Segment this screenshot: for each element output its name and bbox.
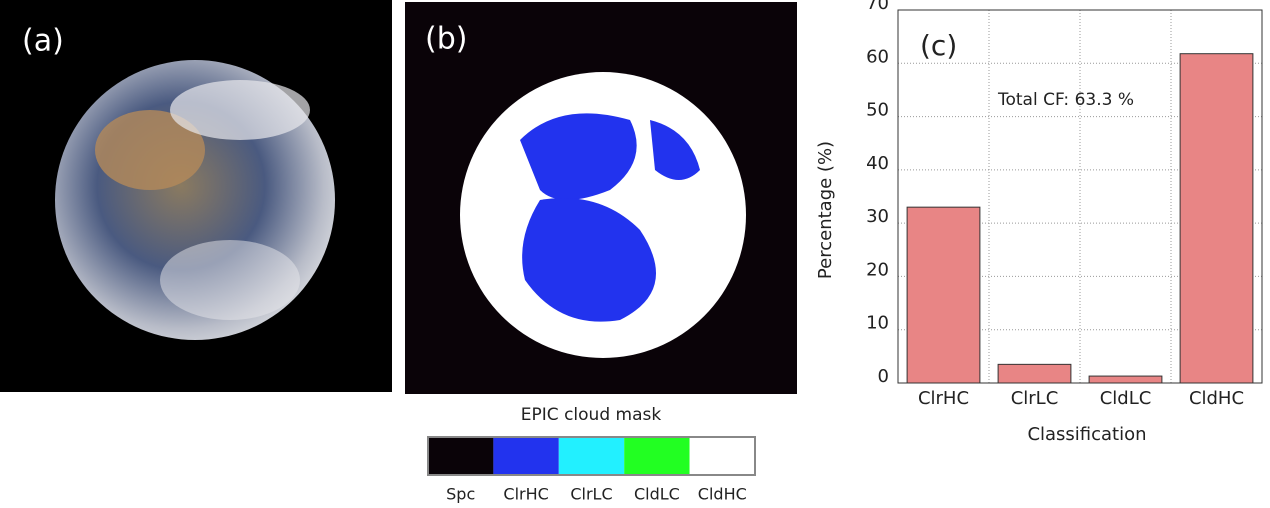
y-tick-label: 50 (866, 100, 889, 121)
y-tick-label: 70 (866, 0, 889, 14)
bar (1088, 375, 1163, 384)
colorbar-label: ClrLC (570, 485, 612, 504)
colorbar-label: ClrHC (503, 485, 548, 504)
panel-label: (b) (425, 22, 467, 57)
mask-blob (522, 198, 656, 322)
plot-frame (897, 9, 1263, 384)
bar (997, 363, 1072, 384)
colorbar-swatch (624, 437, 690, 475)
y-tick-label: 0 (878, 366, 889, 387)
y-tick-label: 10 (866, 313, 889, 334)
colorbar-swatch (493, 437, 559, 475)
x-tick-label: CldLC (1100, 388, 1152, 409)
x-axis-label: Classification (1027, 424, 1146, 445)
colorbar-swatch (558, 437, 625, 475)
x-tick-label: ClrLC (1011, 388, 1059, 409)
clouds (170, 80, 310, 140)
y-tick-label: 40 (866, 153, 889, 174)
panel-label: (c) (920, 29, 957, 62)
bar (1179, 53, 1254, 384)
colorbar-label: Spc (446, 485, 475, 504)
colorbar-swatch (428, 437, 494, 475)
colorbar-label: CldLC (634, 485, 680, 504)
colorbar-label: CldHC (698, 485, 747, 504)
mask-blob (520, 113, 637, 200)
y-axis-label: Percentage (%) (815, 141, 836, 279)
x-tick-label: CldHC (1189, 388, 1244, 409)
mask-blob (650, 120, 700, 180)
y-tick-label: 30 (866, 206, 889, 227)
land (95, 110, 205, 190)
annotation: Total CF: 63.3 % (997, 90, 1134, 110)
y-tick-label: 20 (866, 259, 889, 280)
x-tick-label: ClrHC (918, 388, 969, 409)
y-tick-label: 60 (866, 46, 889, 67)
bar (906, 206, 981, 384)
colorbar-title: EPIC cloud mask (521, 405, 662, 425)
clouds (160, 240, 300, 320)
panel-label: (a) (22, 24, 64, 59)
colorbar-frame (427, 436, 756, 476)
colorbar-swatch (689, 437, 755, 475)
